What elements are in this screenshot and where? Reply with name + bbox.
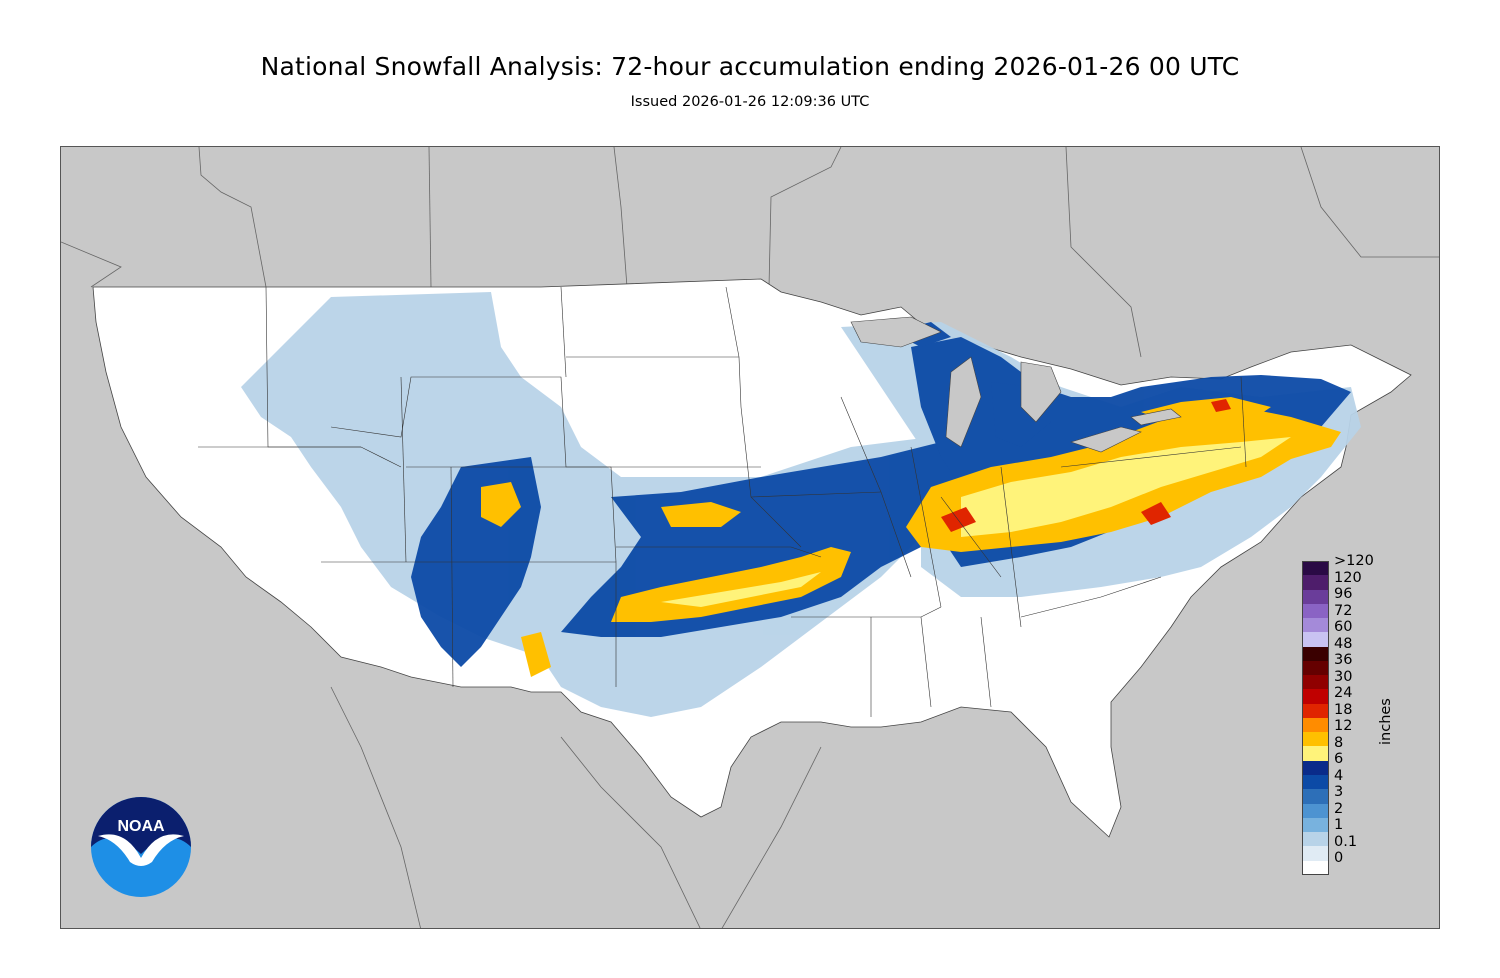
legend-label: 60 bbox=[1334, 619, 1353, 636]
legend-labels: >120 120 96 72 60 48 36 30 24 18 12 8 6 4 3 2 1 0.1 0 bbox=[1334, 553, 1374, 867]
legend-swatch bbox=[1302, 703, 1329, 718]
legend-label: 4 bbox=[1334, 767, 1344, 784]
legend-label: 30 bbox=[1334, 668, 1353, 685]
map-subtitle: Issued 2026-01-26 12:09:36 UTC bbox=[630, 94, 870, 110]
legend-swatch bbox=[1302, 675, 1329, 690]
legend-label: 6 bbox=[1334, 751, 1344, 768]
legend-label: 36 bbox=[1334, 652, 1353, 669]
legend-label: 120 bbox=[1334, 569, 1362, 586]
legend-label: 3 bbox=[1334, 784, 1344, 801]
legend-label: 48 bbox=[1334, 635, 1353, 652]
legend-swatch bbox=[1302, 618, 1329, 633]
legend-swatch bbox=[1302, 717, 1329, 733]
legend bbox=[1302, 561, 1329, 875]
legend-swatch bbox=[1302, 832, 1329, 847]
snowfall-map bbox=[61, 147, 1439, 928]
legend-label: 72 bbox=[1334, 602, 1353, 619]
legend-swatch bbox=[1302, 860, 1329, 875]
legend-swatch bbox=[1302, 660, 1329, 676]
legend-label: 8 bbox=[1334, 734, 1344, 751]
legend-label: 12 bbox=[1334, 718, 1353, 735]
legend-unit: inches bbox=[1378, 698, 1394, 745]
legend-swatch bbox=[1302, 760, 1329, 775]
map-title: National Snowfall Analysis: 72-hour accu… bbox=[260, 52, 1240, 81]
legend-swatch bbox=[1302, 817, 1329, 833]
legend-label: 1 bbox=[1334, 817, 1344, 834]
legend-label: 2 bbox=[1334, 800, 1344, 817]
legend-swatch bbox=[1302, 575, 1329, 590]
legend-swatch bbox=[1302, 603, 1329, 619]
map-panel bbox=[60, 146, 1440, 929]
legend-swatch bbox=[1302, 789, 1329, 804]
legend-swatch bbox=[1302, 803, 1329, 818]
legend-label: 0 bbox=[1334, 850, 1344, 867]
legend-swatch bbox=[1302, 732, 1329, 747]
noaa-logo: NOAA bbox=[91, 797, 191, 897]
legend-swatch bbox=[1302, 774, 1329, 790]
legend-swatch bbox=[1302, 632, 1329, 647]
legend-swatch bbox=[1302, 846, 1329, 861]
noaa-logo-text: NOAA bbox=[117, 818, 165, 835]
legend-swatch bbox=[1302, 746, 1329, 761]
legend-label: >120 bbox=[1334, 553, 1374, 569]
legend-label: 18 bbox=[1334, 701, 1353, 718]
legend-label: 96 bbox=[1334, 586, 1353, 603]
legend-swatch bbox=[1302, 646, 1329, 661]
legend-label: 24 bbox=[1334, 685, 1353, 702]
legend-swatch bbox=[1302, 561, 1329, 576]
legend-swatch bbox=[1302, 589, 1329, 604]
legend-swatch bbox=[1302, 689, 1329, 704]
legend-label: 0.1 bbox=[1334, 833, 1358, 850]
